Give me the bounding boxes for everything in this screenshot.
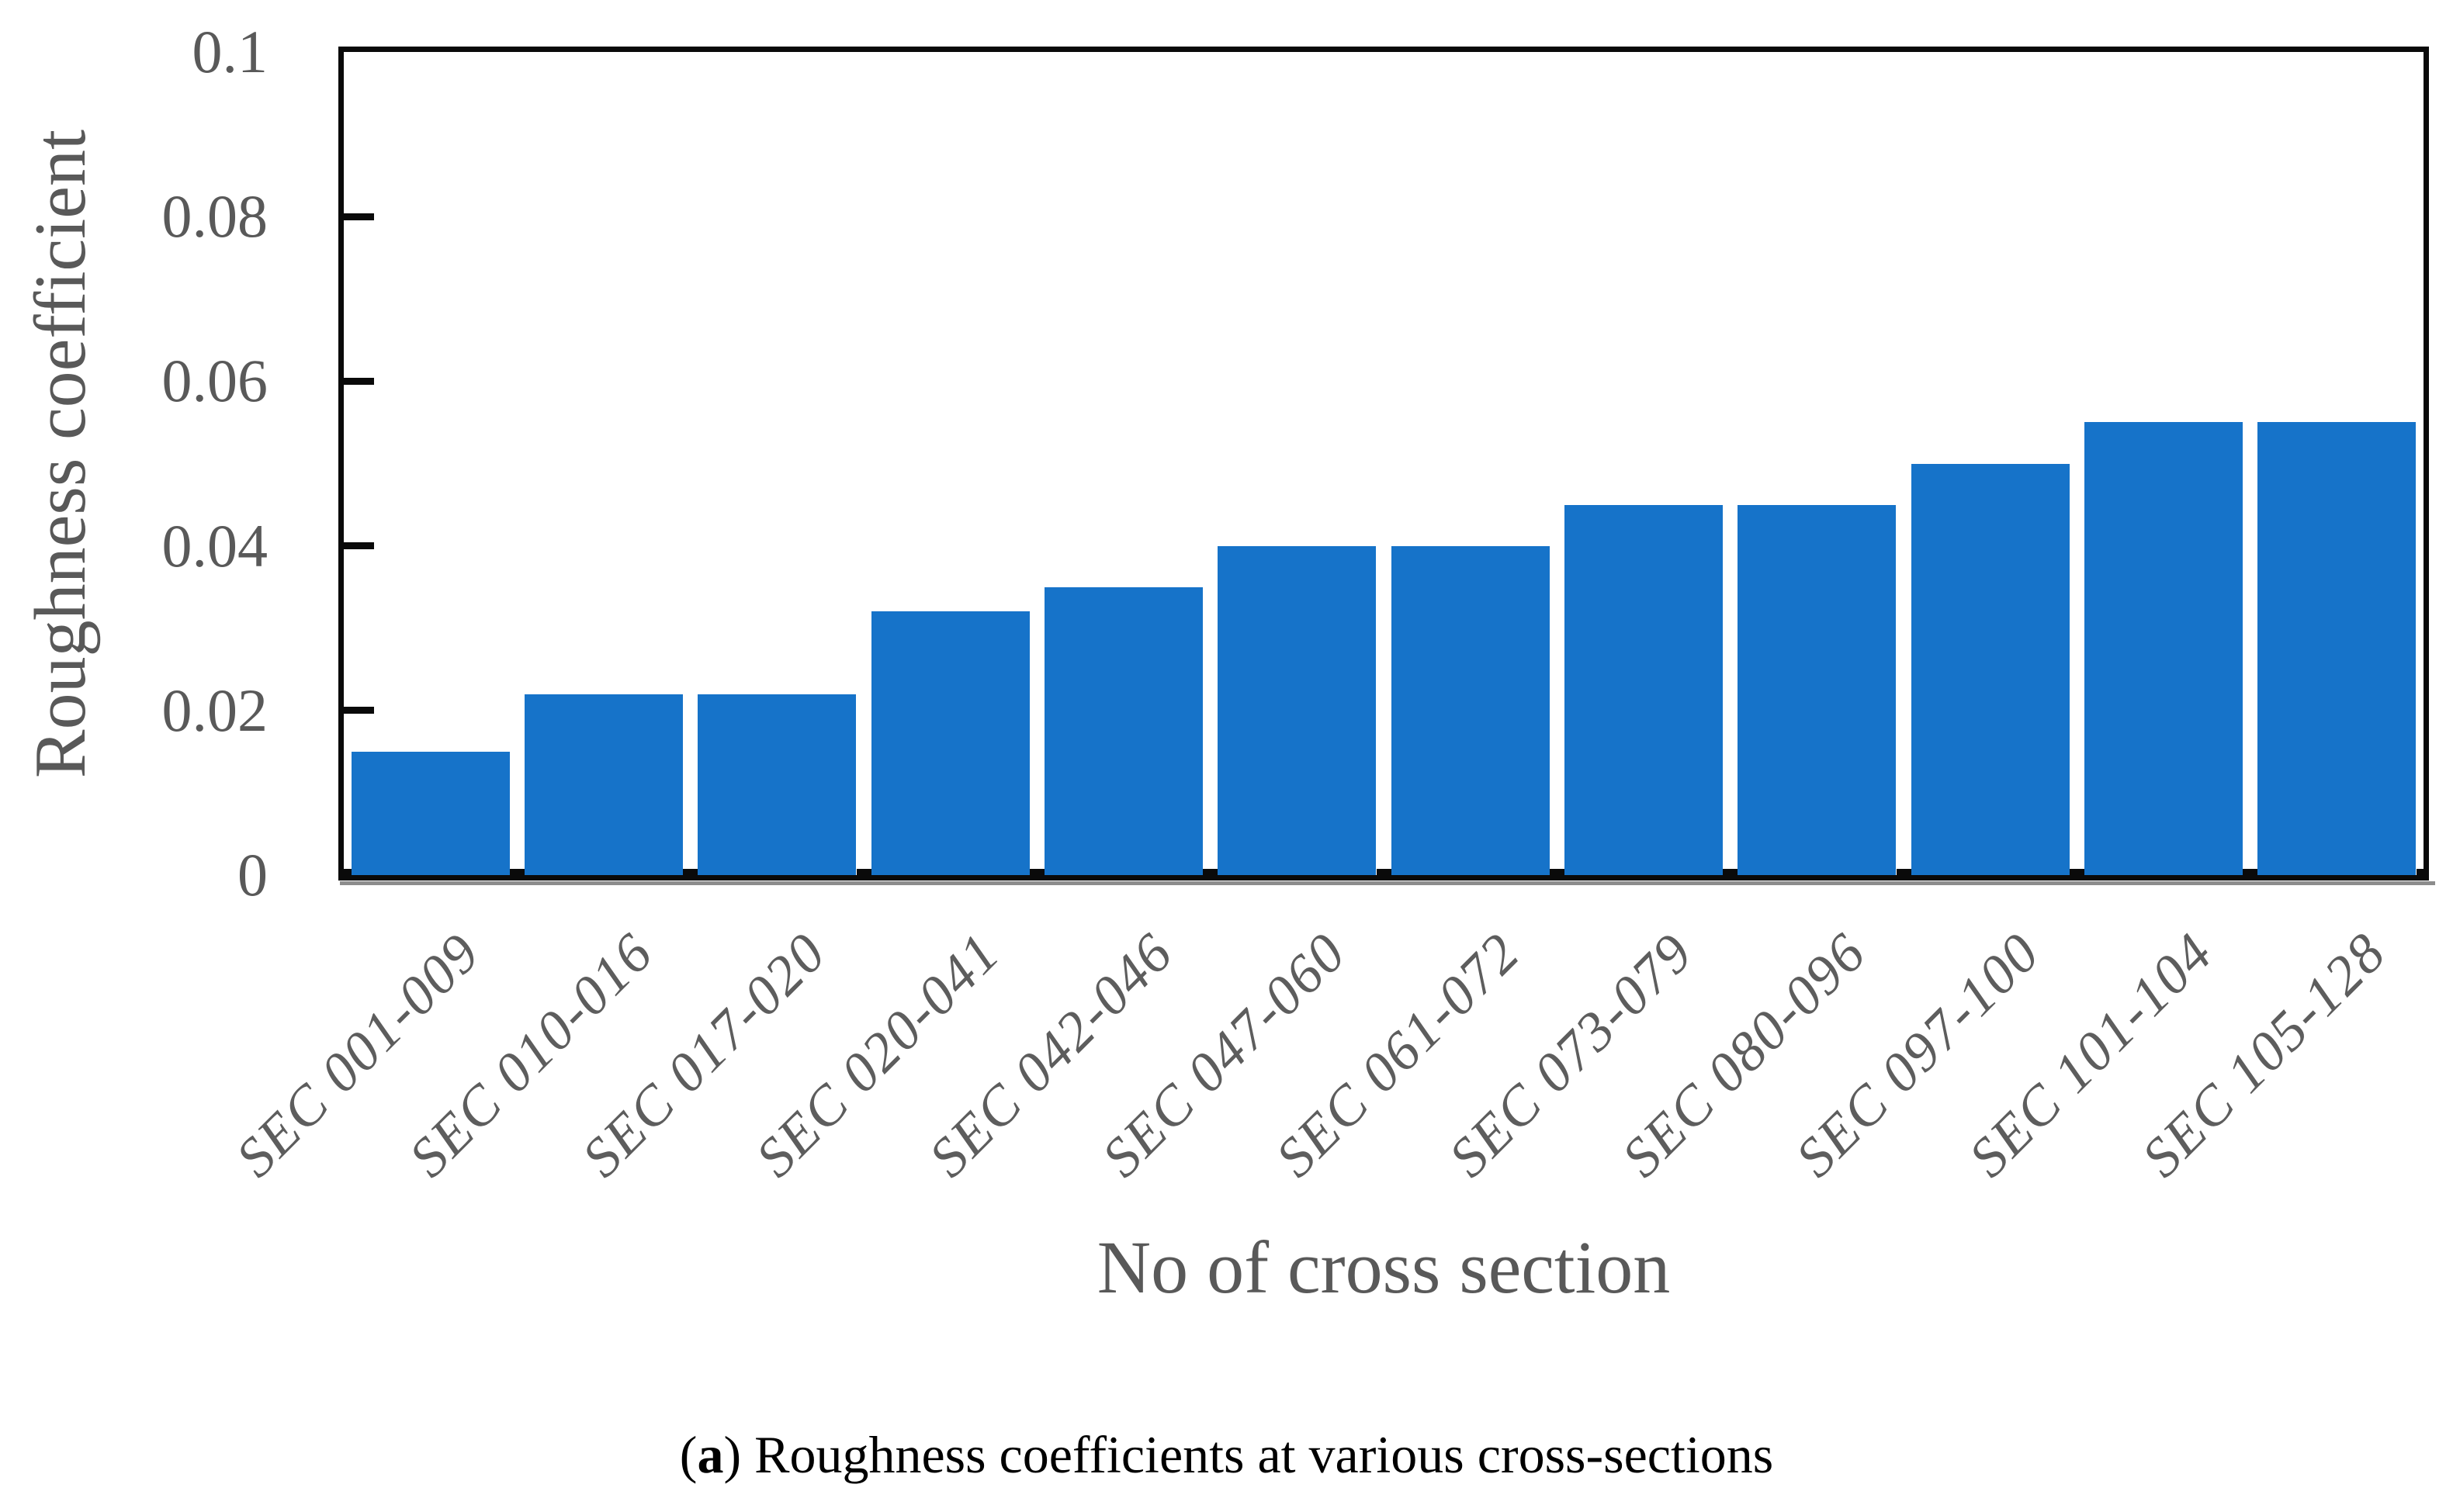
bar [2257, 422, 2417, 875]
x-axis-tick [1723, 869, 1738, 875]
x-axis-tick [2069, 869, 2084, 875]
bar [871, 611, 1030, 875]
x-axis-tick [2416, 869, 2424, 875]
x-axis-title: No of cross section [1097, 1226, 1671, 1309]
x-axis-tick [856, 869, 871, 875]
y-tick-label: 0.1 [192, 18, 269, 85]
x-axis-tick [509, 869, 525, 875]
bar [1218, 545, 1377, 875]
y-tick-label: 0.04 [161, 511, 269, 580]
y-tick-label: 0 [237, 841, 268, 908]
bar [351, 751, 510, 875]
x-axis-tick [1029, 869, 1045, 875]
x-axis-tick [2243, 869, 2258, 875]
bar [1044, 586, 1204, 875]
figure-caption: (a) Roughness coefficients at various cr… [0, 1424, 2453, 1486]
x-axis-tick [683, 869, 698, 875]
caption-suffix: ) [723, 1425, 755, 1484]
y-tick-label: 0.02 [161, 676, 269, 744]
bar [1911, 463, 2070, 875]
bar [2084, 422, 2243, 875]
y-tick-label: 0.08 [161, 182, 269, 251]
bar [1391, 545, 1550, 875]
y-tick-label: 0.06 [161, 347, 269, 415]
x-axis-tick [1203, 869, 1218, 875]
y-axis-tick [338, 542, 374, 550]
plot-area [338, 47, 2429, 881]
bar [1738, 504, 1897, 875]
y-axis-tick [338, 707, 374, 714]
x-axis-tick [1896, 869, 1911, 875]
x-axis-tick [344, 869, 352, 875]
bar [524, 694, 684, 875]
y-axis-tick [338, 213, 374, 220]
caption-text: Roughness coefficients at various cross-… [754, 1425, 1774, 1484]
x-axis-tick [1549, 869, 1564, 875]
caption-index: a [697, 1425, 724, 1484]
axis-shadow-line [340, 881, 2435, 885]
x-axis-tick [1376, 869, 1391, 875]
y-axis-tick [338, 377, 374, 385]
caption-prefix: ( [679, 1425, 698, 1484]
bar [1564, 504, 1724, 875]
bar [698, 694, 857, 875]
